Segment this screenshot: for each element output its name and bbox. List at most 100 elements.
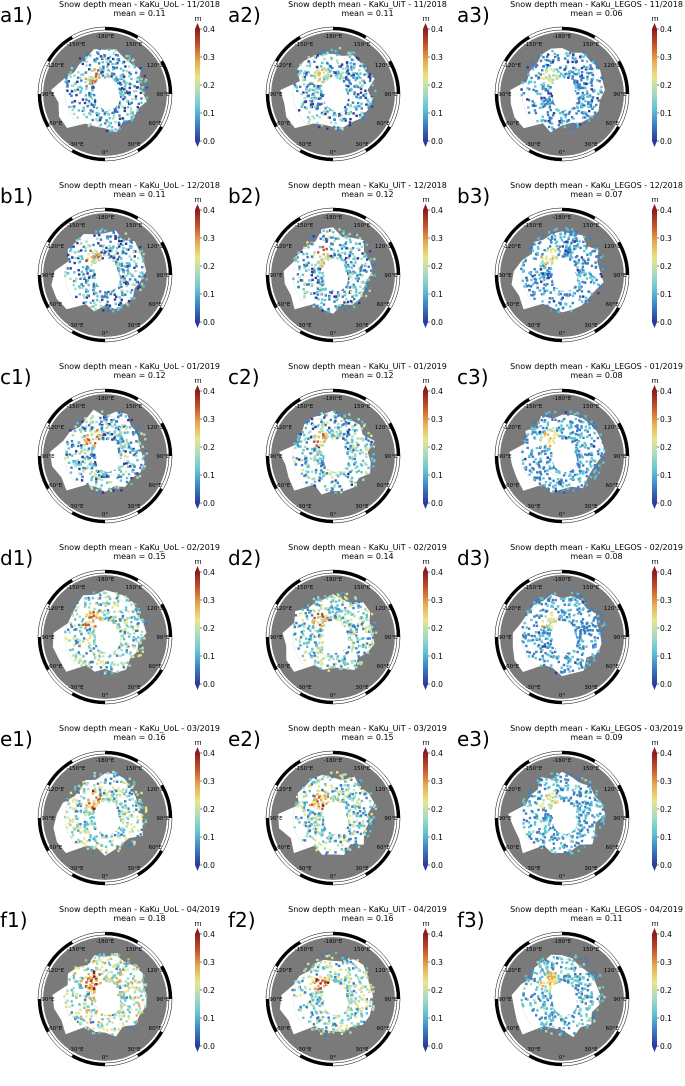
pole-hole [324,448,348,472]
panel-mean-text: mean = 0.12 [113,371,166,380]
longitude-label: -120°E [273,787,292,793]
colorbar-unit: m [651,922,658,928]
longitude-label: -30°E [525,866,541,872]
longitude-label: -30°E [525,1047,541,1053]
panel-mean-text: mean = 0.12 [341,371,394,380]
panel-title: Snow depth mean - KaKu_UoL - 12/2018 mean… [52,181,227,199]
panel-mean-text: mean = 0.11 [570,914,623,923]
longitude-label: -120°E [45,968,64,974]
colorbar: m 0.0 0.1 0.2 0.3 0.4 [194,741,215,871]
longitude-label: -30°E [68,504,84,510]
colorbar-min-arrow [423,141,428,147]
map-panel: c1) Snow depth mean - KaKu_UoL - 01/2019 m… [0,362,228,543]
longitude-label: -120°E [45,63,64,69]
colorbar: m 0.0 0.1 0.2 0.3 0.4 [651,560,672,690]
panel-title: Snow depth mean - KaKu_UiT - 04/2019 mean… [280,905,455,923]
colorbar-tick-label: 0.3 [431,415,443,424]
colorbar-tick-label: 0.4 [431,568,443,577]
longitude-label: 60°E [377,302,391,308]
map-frame [494,931,630,1067]
panel-letter: a2) [228,3,261,27]
pole-hole [553,86,577,110]
map-frame [265,207,401,343]
colorbar-tick-label: 0.0 [431,861,443,870]
longitude-label: 30°E [584,685,598,691]
colorbar-gradient [195,753,200,865]
longitude-label: -120°E [45,425,64,431]
map-frame [37,931,173,1067]
longitude-label: -180°E [324,758,343,764]
longitude-label: -120°E [502,425,521,431]
colorbar-max-arrow [195,385,200,391]
colorbar-tick-label: 0.3 [431,53,443,62]
longitude-label: 60°E [377,121,391,127]
panel-letter: c1) [0,365,32,389]
colorbar-tick-label: 0.2 [431,81,443,90]
colorbar-tick-label: 0.1 [203,652,215,661]
panel-title-text: Snow depth mean - KaKu_UoL - 03/2019 [59,724,220,733]
colorbar-min-arrow [195,684,200,690]
longitude-label: 120°E [604,606,621,612]
pole-hole [96,810,120,834]
longitude-label: -180°E [96,758,115,764]
colorbar-tick-label: 0.0 [203,499,215,508]
polar-map: -180°E 150°E 120°E 90°E 60°E 30°E 0° -30°E -60°E… [494,750,630,886]
longitude-label: 30°E [127,1047,141,1053]
longitude-label: 150°E [583,585,600,591]
longitude-label: 120°E [375,606,392,612]
longitude-label: -30°E [525,685,541,691]
colorbar-gradient [195,572,200,684]
snow-depth-field [64,770,148,854]
longitude-label: -30°E [296,866,312,872]
longitude-label: 30°E [584,142,598,148]
colorbar-tick-label: 0.2 [203,443,215,452]
map-panel: a3) Snow depth mean - KaKu_LEGOS - 11/201… [457,0,685,181]
panel-title: Snow depth mean - KaKu_UoL - 04/2019 mean… [52,905,227,923]
pole-hole [553,629,577,653]
longitude-label: 30°E [584,504,598,510]
panel-title-text: Snow depth mean - KaKu_LEGOS - 04/2019 [510,905,683,914]
longitude-label: -150°E [295,42,314,48]
longitude-label: 90°E [156,997,170,1003]
panel-title: Snow depth mean - KaKu_UoL - 11/2018 mean… [52,0,227,18]
colorbar-tick-label: 0.4 [660,749,672,758]
longitude-label: 60°E [606,1026,620,1032]
colorbar-unit: m [194,379,201,385]
colorbar-tick-label: 0.2 [203,262,215,271]
panel-title-text: Snow depth mean - KaKu_UoL - 12/2018 [59,181,220,190]
longitude-label: -60°E [275,483,291,489]
map-panel: d3) Snow depth mean - KaKu_LEGOS - 02/201… [457,543,685,724]
colorbar-tick-label: 0.3 [203,234,215,243]
colorbar-tick-label: 0.1 [431,833,443,842]
colorbar-tick-label: 0.4 [660,930,672,939]
colorbar-tick-label: 0.4 [203,568,215,577]
longitude-label: -180°E [96,215,115,221]
longitude-label: -150°E [67,947,86,953]
longitude-label: 30°E [584,323,598,329]
pole-hole [553,991,577,1015]
colorbar-tick-label: 0.2 [203,986,215,995]
pole-hole [96,267,120,291]
colorbar-tick-label: 0.4 [203,206,215,215]
longitude-label: -30°E [296,323,312,329]
colorbar-max-arrow [652,566,657,572]
map-frame [265,26,401,162]
longitude-label: 90°E [156,816,170,822]
snow-depth-field [521,772,606,856]
longitude-label: 120°E [147,63,164,69]
longitude-label: -120°E [502,787,521,793]
colorbar-tick-label: 0.0 [660,137,672,146]
colorbar-min-arrow [423,322,428,328]
longitude-label: 0° [330,150,336,156]
map-frame [494,26,630,162]
longitude-label: 150°E [354,947,371,953]
panel-title-text: Snow depth mean - KaKu_LEGOS - 02/2019 [510,543,683,552]
colorbar: m 0.0 0.1 0.2 0.3 0.4 [194,17,215,147]
panel-letter: a3) [457,3,490,27]
colorbar-min-arrow [195,322,200,328]
colorbar-tick-label: 0.1 [660,471,672,480]
colorbar-tick-label: 0.1 [431,109,443,118]
map-frame [265,931,401,1067]
colorbar-tick-label: 0.0 [431,680,443,689]
longitude-label: -90°E [39,454,55,460]
